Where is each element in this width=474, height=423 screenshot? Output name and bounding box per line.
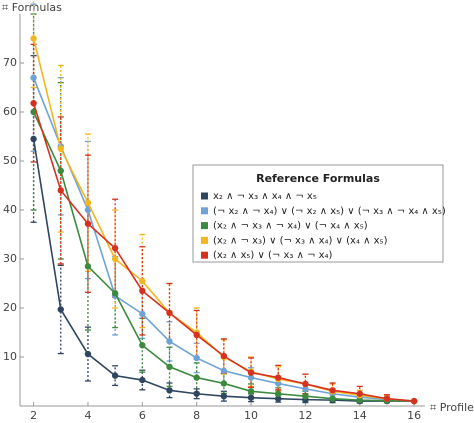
data-point <box>275 390 282 397</box>
data-point <box>166 363 173 370</box>
legend-title: Reference Formulas <box>256 172 380 185</box>
data-point <box>166 338 173 345</box>
data-point <box>275 374 282 381</box>
data-point <box>57 187 64 194</box>
x-tick-label: 12 <box>298 409 312 422</box>
data-point <box>275 395 282 402</box>
data-point <box>410 397 418 405</box>
data-point <box>220 352 228 360</box>
legend-swatch <box>201 192 208 200</box>
data-point <box>57 306 64 313</box>
data-point <box>166 309 173 317</box>
data-point <box>139 310 146 318</box>
data-point <box>111 290 119 297</box>
error-bar <box>30 55 37 223</box>
x-tick-label: 2 <box>30 409 37 422</box>
data-point <box>84 350 92 358</box>
y-tick-label: 20 <box>3 301 17 314</box>
data-point <box>166 387 173 394</box>
x-tick-label: 8 <box>193 409 200 422</box>
data-point <box>193 331 200 339</box>
legend-box <box>192 164 444 263</box>
data-point <box>30 99 37 107</box>
data-point <box>111 255 119 263</box>
x-tick-label: 10 <box>244 409 258 422</box>
data-point <box>329 395 336 402</box>
data-point <box>139 277 146 285</box>
y-tick-label: 10 <box>3 350 17 363</box>
data-point <box>30 135 37 143</box>
data-point <box>302 385 309 393</box>
x-tick-label: 14 <box>353 409 367 422</box>
data-point <box>247 388 255 395</box>
data-point <box>84 206 92 214</box>
legend-label: (x₂ ∧ ¬ x₃) ∨ (¬ x₃ ∧ x₄) ∨ (x₄ ∧ x₅) <box>213 235 388 246</box>
data-point <box>383 395 391 402</box>
error-bar <box>84 326 91 382</box>
data-point <box>30 35 37 42</box>
data-point <box>247 369 255 376</box>
x-tick-label: 16 <box>407 409 421 422</box>
data-point <box>57 145 64 152</box>
data-point <box>193 390 200 397</box>
data-point <box>356 390 363 397</box>
legend-label: (¬ x₂ ∧ ¬ x₄) ∨ (¬ x₂ ∧ x₅) ∨ (¬ x₃ ∧ ¬ … <box>213 206 446 217</box>
legend-label: (x₂ ∧ ¬ x₃ ∧ ¬ x₄) ∨ (¬ x₄ ∧ x₅) <box>213 221 368 232</box>
data-point <box>30 74 37 81</box>
legend-label: (x₂ ∧ x₅) ∨ (¬ x₃ ∧ ¬ x₄) <box>213 250 333 261</box>
y-tick-label: 50 <box>3 154 17 167</box>
data-point <box>139 287 146 295</box>
data-point <box>302 380 309 388</box>
y-tick-label: 60 <box>3 105 17 118</box>
data-point <box>84 263 92 270</box>
data-point <box>356 396 363 404</box>
data-point <box>247 374 255 381</box>
y-tick-label: 30 <box>3 252 17 265</box>
data-point <box>111 245 119 252</box>
data-point <box>302 393 309 400</box>
x-tick-label: 6 <box>139 409 146 422</box>
x-axis-label: ⌗ Profiles <box>430 401 474 414</box>
data-point <box>275 380 282 387</box>
data-point <box>193 354 200 362</box>
data-point <box>329 387 336 394</box>
legend-swatch <box>201 251 208 259</box>
data-point <box>84 220 92 227</box>
legend-label: x₂ ∧ ¬ x₃ ∧ x₄ ∧ ¬ x₅ <box>213 191 317 202</box>
y-tick-label: 70 <box>3 56 17 69</box>
data-point <box>84 199 92 206</box>
data-point <box>139 342 146 349</box>
error-bar <box>57 64 64 233</box>
data-point <box>220 393 228 400</box>
data-point <box>220 380 228 387</box>
legend-swatch <box>201 207 208 215</box>
data-point <box>139 376 146 384</box>
legend-swatch <box>201 236 208 244</box>
data-point <box>57 167 64 174</box>
data-point <box>111 372 119 379</box>
error-bar <box>166 346 173 388</box>
y-tick-label: 40 <box>3 203 17 216</box>
y-axis-label: ⌗ Formulas <box>2 1 62 14</box>
legend-swatch <box>201 222 208 230</box>
data-point <box>220 367 228 374</box>
error-bar <box>248 357 255 389</box>
x-tick-label: 4 <box>84 409 91 422</box>
data-point <box>247 394 255 401</box>
data-point <box>193 374 200 381</box>
